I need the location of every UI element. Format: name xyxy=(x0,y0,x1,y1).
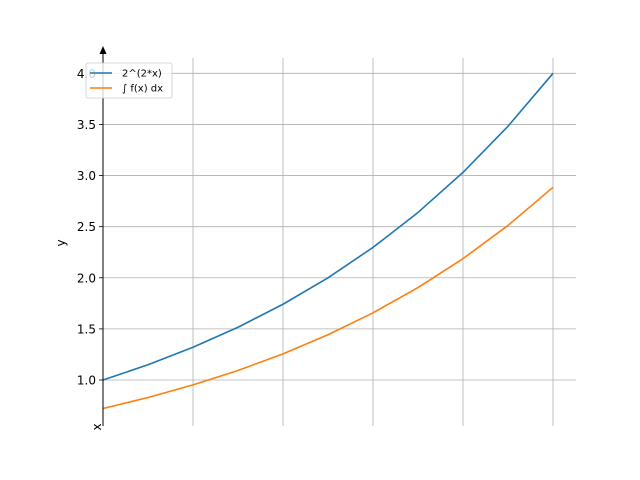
y-axis-label: y xyxy=(54,239,68,246)
y-ticks: 1.01.52.02.53.03.54.0 xyxy=(77,67,103,388)
y-tick-label: 2.5 xyxy=(77,220,96,234)
series-line xyxy=(102,72,554,381)
legend-label: ∫ f(x) dx xyxy=(122,84,163,95)
legend-box xyxy=(85,62,173,99)
legend-label: 2^(2*x) xyxy=(122,69,162,80)
y-tick-label: 2.0 xyxy=(77,271,96,285)
series-line xyxy=(102,186,554,410)
series-lines xyxy=(102,72,554,410)
y-tick-label: 3.5 xyxy=(77,118,96,132)
x-axis-label: x xyxy=(90,423,104,430)
legend: 2^(2*x) ∫ f(x) dx xyxy=(85,62,173,99)
y-tick-label: 3.0 xyxy=(77,169,96,183)
axes xyxy=(99,46,107,426)
y-tick-label: 1.0 xyxy=(77,374,96,388)
y-axis-arrow-icon xyxy=(99,46,107,54)
y-tick-label: 1.5 xyxy=(77,322,96,336)
